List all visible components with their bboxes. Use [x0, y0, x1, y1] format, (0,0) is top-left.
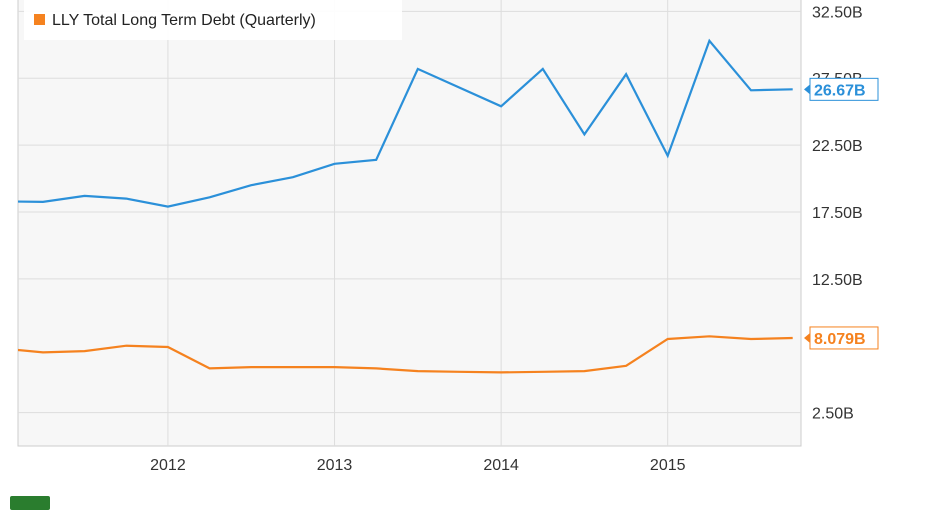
x-tick-label: 2014 [483, 457, 519, 474]
y-tick-label: 2.50B [812, 406, 854, 423]
series-line-0 [18, 335, 793, 374]
x-tick-label: 2012 [150, 457, 186, 474]
value-badge-pointer [804, 332, 810, 343]
value-badge-label: 26.67B [814, 82, 866, 99]
legend-entry: LLY Total Long Term Debt (Quarterly) [52, 12, 316, 29]
plot-area [17, 0, 802, 447]
x-tick-label: 2015 [650, 457, 686, 474]
y-tick-label: 22.50B [812, 138, 863, 155]
y-tick-label: 12.50B [812, 272, 863, 289]
value-badge-1: 26.67B [804, 77, 879, 101]
value-badge-pointer [804, 84, 810, 95]
y-tick-label: 32.50B [812, 4, 863, 21]
series-line-1 [18, 38, 793, 208]
legend-swatch [34, 14, 45, 25]
value-badge-label: 8.079B [814, 331, 866, 348]
x-tick-label: 2013 [317, 457, 353, 474]
value-badge-0: 8.079B [804, 326, 879, 350]
legend-box [24, 0, 402, 40]
ycharts-logo [10, 496, 50, 510]
y-tick-label: 17.50B [812, 205, 863, 222]
